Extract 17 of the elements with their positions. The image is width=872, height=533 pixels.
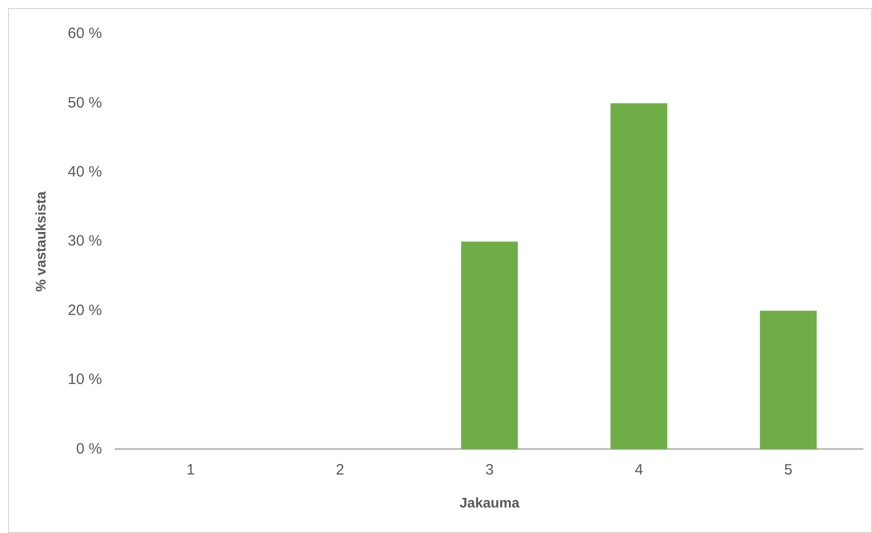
y-tick-label: 40 % [68, 164, 102, 181]
x-tick-label: 3 [485, 461, 494, 478]
y-tick-label: 60 % [68, 25, 102, 42]
bar [461, 242, 518, 450]
x-tick-label: 1 [186, 461, 195, 478]
x-tick-label: 5 [784, 461, 792, 478]
x-axis-title: Jakauma [460, 494, 520, 510]
y-tick-label: 20 % [68, 302, 102, 319]
y-axis-title: % vastauksista [32, 191, 48, 292]
bar [760, 310, 817, 450]
y-tick-label: 0 % [76, 440, 102, 458]
bar [610, 103, 668, 450]
x-tick-label: 2 [336, 461, 344, 478]
y-tick-label: 10 % [68, 371, 102, 388]
y-tick-label: 30 % [68, 232, 102, 250]
y-tick-label: 50 % [68, 94, 102, 112]
x-tick-label: 4 [634, 461, 644, 478]
